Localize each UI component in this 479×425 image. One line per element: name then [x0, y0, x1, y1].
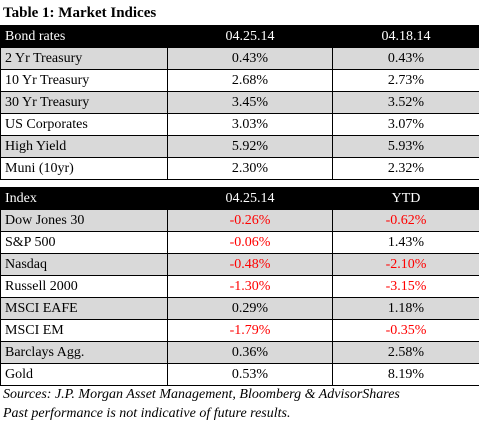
row-label: Nasdaq: [0, 253, 168, 276]
bond-rates-table: Bond rates 04.25.14 04.18.14 2 Yr Treasury 0…: [0, 25, 479, 180]
value-cell: 8.19%: [332, 363, 479, 386]
table-row: S&P 500 -0.06% 1.43%: [0, 231, 479, 254]
value-cell: 0.29%: [167, 297, 333, 320]
value-cell: 5.93%: [332, 135, 479, 158]
index-table: Index 04.25.14 YTD Dow Jones 30 -0.26% -0.62%…: [0, 187, 479, 386]
value-cell: 3.03%: [167, 113, 333, 136]
value-cell: 2.73%: [332, 69, 479, 92]
row-label: Gold: [0, 363, 168, 386]
table-row: Nasdaq -0.48% -2.10%: [0, 253, 479, 276]
row-label: Russell 2000: [0, 275, 168, 298]
value-cell: 2.68%: [167, 69, 333, 92]
table-row: Russell 2000 -1.30% -3.15%: [0, 275, 479, 298]
value-cell: 0.36%: [167, 341, 333, 364]
index-body: Index 04.25.14 YTD Dow Jones 30 -0.26% -0.62%…: [0, 187, 479, 386]
table-row: MSCI EM -1.79% -0.35%: [0, 319, 479, 342]
value-cell: 3.07%: [332, 113, 479, 136]
bond-rates-body: Bond rates 04.25.14 04.18.14 2 Yr Treasury 0…: [0, 25, 479, 180]
table-row: US Corporates 3.03% 3.07%: [0, 113, 479, 136]
column-header: 04.25.14: [167, 187, 333, 210]
column-header: 04.25.14: [167, 25, 333, 48]
table-title: Table 1: Market Indices: [3, 5, 157, 21]
value-cell: 0.43%: [332, 47, 479, 70]
table-row: High Yield 5.92% 5.93%: [0, 135, 479, 158]
index-header-row: Index 04.25.14 YTD: [0, 187, 479, 210]
row-label: 30 Yr Treasury: [0, 91, 168, 114]
row-label: US Corporates: [0, 113, 168, 136]
value-cell: 3.45%: [167, 91, 333, 114]
value-cell: 3.52%: [332, 91, 479, 114]
column-header: YTD: [332, 187, 479, 210]
value-cell: 1.18%: [332, 297, 479, 320]
value-cell: 0.53%: [167, 363, 333, 386]
value-cell: -0.62%: [332, 209, 479, 232]
value-cell: -0.48%: [167, 253, 333, 276]
sources-line: Sources: J.P. Morgan Asset Management, B…: [3, 387, 400, 402]
table-row: 10 Yr Treasury 2.68% 2.73%: [0, 69, 479, 92]
value-cell: 0.43%: [167, 47, 333, 70]
value-cell: -1.30%: [167, 275, 333, 298]
sources-note: Sources: J.P. Morgan Asset Management, B…: [3, 385, 400, 423]
table-row: 2 Yr Treasury 0.43% 0.43%: [0, 47, 479, 70]
row-label: S&P 500: [0, 231, 168, 254]
value-cell: -0.35%: [332, 319, 479, 342]
table-row: 30 Yr Treasury 3.45% 3.52%: [0, 91, 479, 114]
value-cell: -1.79%: [167, 319, 333, 342]
row-label: MSCI EM: [0, 319, 168, 342]
row-label: Barclays Agg.: [0, 341, 168, 364]
row-label: High Yield: [0, 135, 168, 158]
column-header: Bond rates: [0, 25, 168, 48]
value-cell: -0.06%: [167, 231, 333, 254]
value-cell: 2.32%: [332, 157, 479, 180]
value-cell: -3.15%: [332, 275, 479, 298]
value-cell: -2.10%: [332, 253, 479, 276]
value-cell: 2.30%: [167, 157, 333, 180]
value-cell: 2.58%: [332, 341, 479, 364]
table-row: Barclays Agg. 0.36% 2.58%: [0, 341, 479, 364]
value-cell: -0.26%: [167, 209, 333, 232]
table-row: MSCI EAFE 0.29% 1.18%: [0, 297, 479, 320]
value-cell: 5.92%: [167, 135, 333, 158]
row-label: 10 Yr Treasury: [0, 69, 168, 92]
table-row: Gold 0.53% 8.19%: [0, 363, 479, 386]
bonds-header-row: Bond rates 04.25.14 04.18.14: [0, 25, 479, 48]
column-header: Index: [0, 187, 168, 210]
value-cell: 1.43%: [332, 231, 479, 254]
row-label: MSCI EAFE: [0, 297, 168, 320]
table-row: Muni (10yr) 2.30% 2.32%: [0, 157, 479, 180]
column-header: 04.18.14: [332, 25, 479, 48]
row-label: Muni (10yr): [0, 157, 168, 180]
disclaimer-line: Past performance is not indicative of fu…: [3, 406, 291, 421]
row-label: Dow Jones 30: [0, 209, 168, 232]
row-label: 2 Yr Treasury: [0, 47, 168, 70]
table-row: Dow Jones 30 -0.26% -0.62%: [0, 209, 479, 232]
